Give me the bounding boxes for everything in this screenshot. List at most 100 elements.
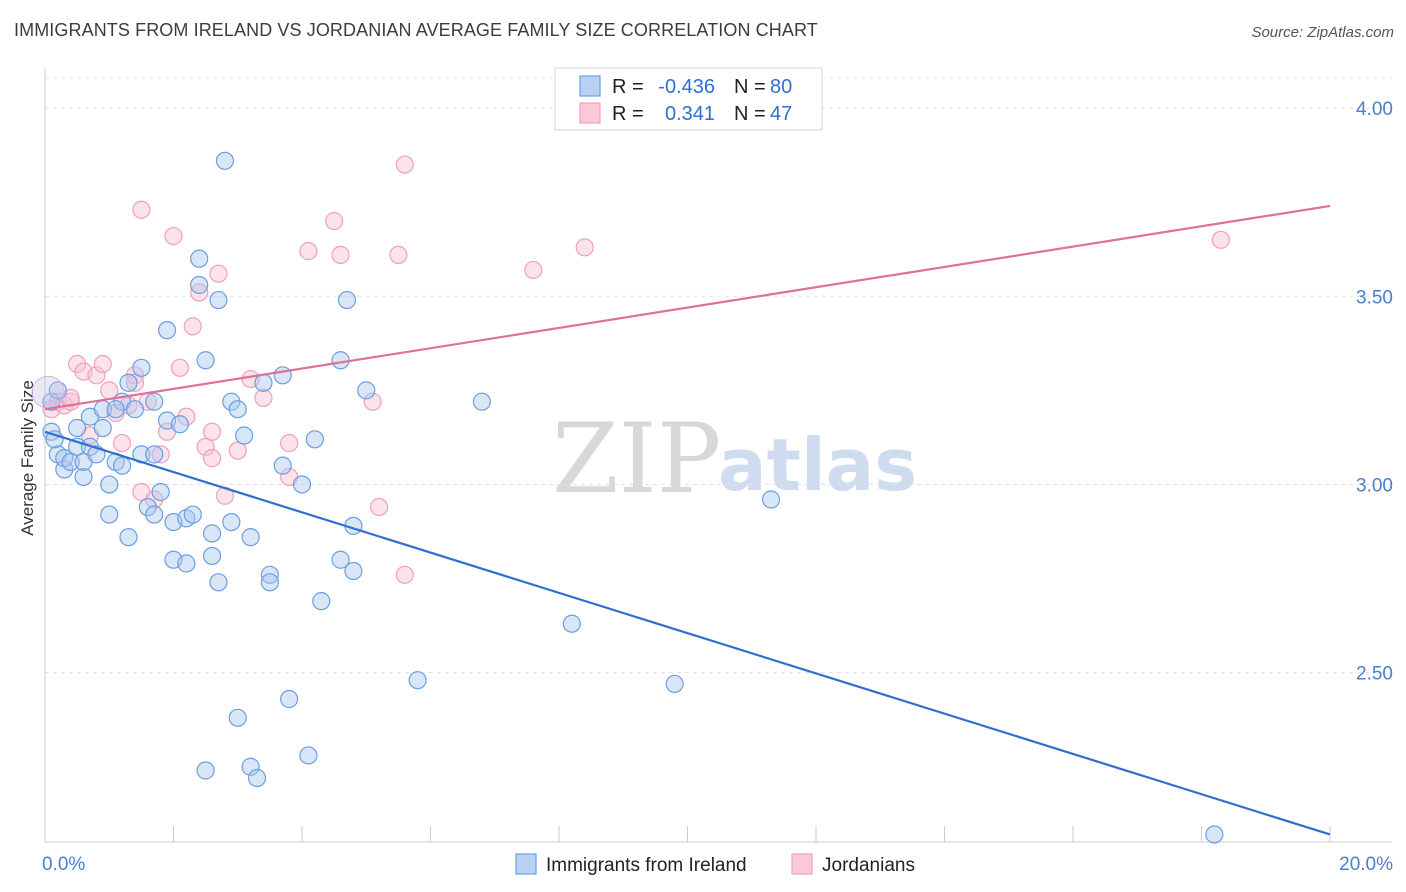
legend-jordan-swatch	[791, 853, 813, 875]
overlap-point	[31, 375, 65, 409]
ireland-point	[157, 321, 177, 340]
jordan-trend-line	[44, 204, 1331, 411]
ireland-point	[68, 418, 87, 438]
ireland-point	[562, 614, 581, 633]
jordan-point	[87, 366, 106, 385]
ireland-point	[337, 290, 357, 310]
jordan-point	[132, 200, 151, 219]
jordan-point	[299, 242, 318, 261]
jordan-point	[1211, 230, 1230, 249]
ireland-point	[119, 373, 138, 392]
jordan-r-label: R =	[612, 103, 644, 125]
ireland-point	[93, 418, 112, 438]
ireland-point	[151, 482, 170, 502]
jordan-point	[145, 490, 164, 509]
ireland-point	[292, 475, 312, 494]
ireland-point	[112, 456, 132, 475]
source-label: Source: ZipAtlas.com	[1251, 24, 1394, 41]
ireland-point	[119, 528, 138, 547]
y-tick-labels: 2.50 3.00 3.50 4.00	[1356, 99, 1393, 685]
ireland-point	[273, 366, 292, 385]
jordan-point	[363, 392, 382, 411]
ireland-point	[1205, 825, 1224, 844]
ireland-point	[61, 452, 80, 471]
jordan-point	[254, 388, 273, 408]
jordan-point	[183, 317, 202, 336]
ireland-point	[196, 761, 215, 780]
series-legend: Immigrants from Ireland Jordanians	[515, 853, 915, 876]
watermark-zip: ZIP	[552, 403, 721, 515]
jordan-r-value: 0.341	[665, 103, 715, 125]
jordan-point	[125, 373, 145, 392]
ireland-point	[305, 430, 324, 449]
legend-ireland-label: Immigrants from Ireland	[546, 855, 747, 876]
ireland-point	[215, 151, 234, 170]
ireland-r-label: R =	[612, 76, 644, 98]
ireland-point	[190, 275, 209, 295]
ireland-point	[100, 475, 119, 494]
ireland-point	[280, 689, 299, 709]
x-tick-label: 0.0%	[42, 854, 85, 875]
ireland-point	[209, 290, 228, 310]
legend-ireland-swatch	[515, 853, 537, 875]
ireland-point	[235, 426, 254, 445]
jordan-point	[196, 437, 215, 456]
jordan-n-label: N =	[734, 103, 766, 125]
jordan-point	[151, 445, 170, 464]
ireland-point	[761, 490, 781, 509]
jordan-point	[68, 354, 87, 374]
jordan-point	[228, 441, 247, 460]
ireland-point	[170, 415, 190, 434]
ireland-point	[106, 400, 125, 419]
ireland-point	[196, 351, 215, 370]
x-tick-label: 20.0%	[1339, 854, 1393, 875]
ireland-point	[202, 524, 222, 543]
ireland-point	[241, 528, 260, 547]
y-tick-label: 3.00	[1356, 475, 1393, 496]
watermark-atlas: atlas	[718, 423, 917, 507]
jordan-point	[325, 211, 344, 231]
ireland-point	[260, 565, 279, 584]
ireland-point	[48, 381, 67, 400]
ireland-legend-swatch	[579, 75, 601, 97]
ireland-point	[228, 400, 247, 419]
ireland-point	[331, 550, 350, 569]
y-tick-label: 2.50	[1356, 664, 1393, 685]
jordan-point	[209, 264, 228, 283]
ireland-point	[100, 505, 119, 524]
ireland-point	[228, 708, 247, 727]
jordanians-points	[42, 155, 1230, 584]
ireland-point	[254, 373, 273, 392]
ireland-point	[145, 505, 164, 524]
ireland-point	[331, 351, 350, 370]
ireland-n-label: N =	[734, 76, 766, 98]
jordan-point	[370, 497, 389, 517]
y-axis-label: Average Family Size	[18, 380, 37, 536]
ireland-point	[247, 768, 267, 788]
jordan-point	[202, 449, 222, 468]
ireland-point	[665, 674, 684, 694]
jordan-legend-swatch	[579, 102, 601, 124]
jordan-point	[190, 283, 209, 302]
ireland-point	[222, 512, 241, 532]
stats-legend: R = -0.436 N = 80 R = 0.341 N = 47	[554, 67, 823, 131]
ireland-point	[202, 546, 222, 566]
trend-lines	[44, 204, 1331, 836]
jordan-point	[331, 245, 350, 264]
ireland-n-value: 80	[770, 76, 792, 98]
jordan-point	[280, 433, 299, 453]
jordan-point	[395, 565, 414, 584]
y-tick-label: 4.00	[1356, 99, 1393, 120]
jordan-point	[177, 407, 196, 426]
jordan-point	[389, 245, 408, 264]
y-tick-label: 3.50	[1356, 287, 1393, 308]
jordan-point	[395, 155, 414, 174]
ireland-point	[190, 249, 209, 268]
jordan-point	[112, 433, 132, 453]
ireland-trend-line	[44, 430, 1331, 836]
jordan-point	[170, 358, 190, 377]
ireland-point	[312, 592, 331, 611]
ireland-point	[241, 757, 260, 776]
ireland-point	[222, 392, 241, 411]
